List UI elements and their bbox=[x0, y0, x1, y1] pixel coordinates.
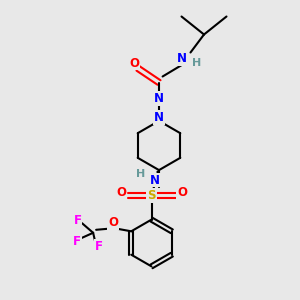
Text: S: S bbox=[147, 189, 156, 202]
Text: O: O bbox=[116, 186, 126, 199]
Text: H: H bbox=[193, 58, 202, 68]
Text: N: N bbox=[154, 92, 164, 105]
Text: F: F bbox=[74, 214, 82, 227]
Text: O: O bbox=[108, 216, 118, 230]
Text: O: O bbox=[129, 56, 140, 70]
Text: O: O bbox=[177, 186, 187, 199]
Text: N: N bbox=[150, 173, 160, 187]
Text: F: F bbox=[73, 235, 81, 248]
Text: N: N bbox=[176, 52, 187, 65]
Text: F: F bbox=[94, 240, 103, 253]
Text: N: N bbox=[154, 111, 164, 124]
Text: H: H bbox=[136, 169, 146, 179]
